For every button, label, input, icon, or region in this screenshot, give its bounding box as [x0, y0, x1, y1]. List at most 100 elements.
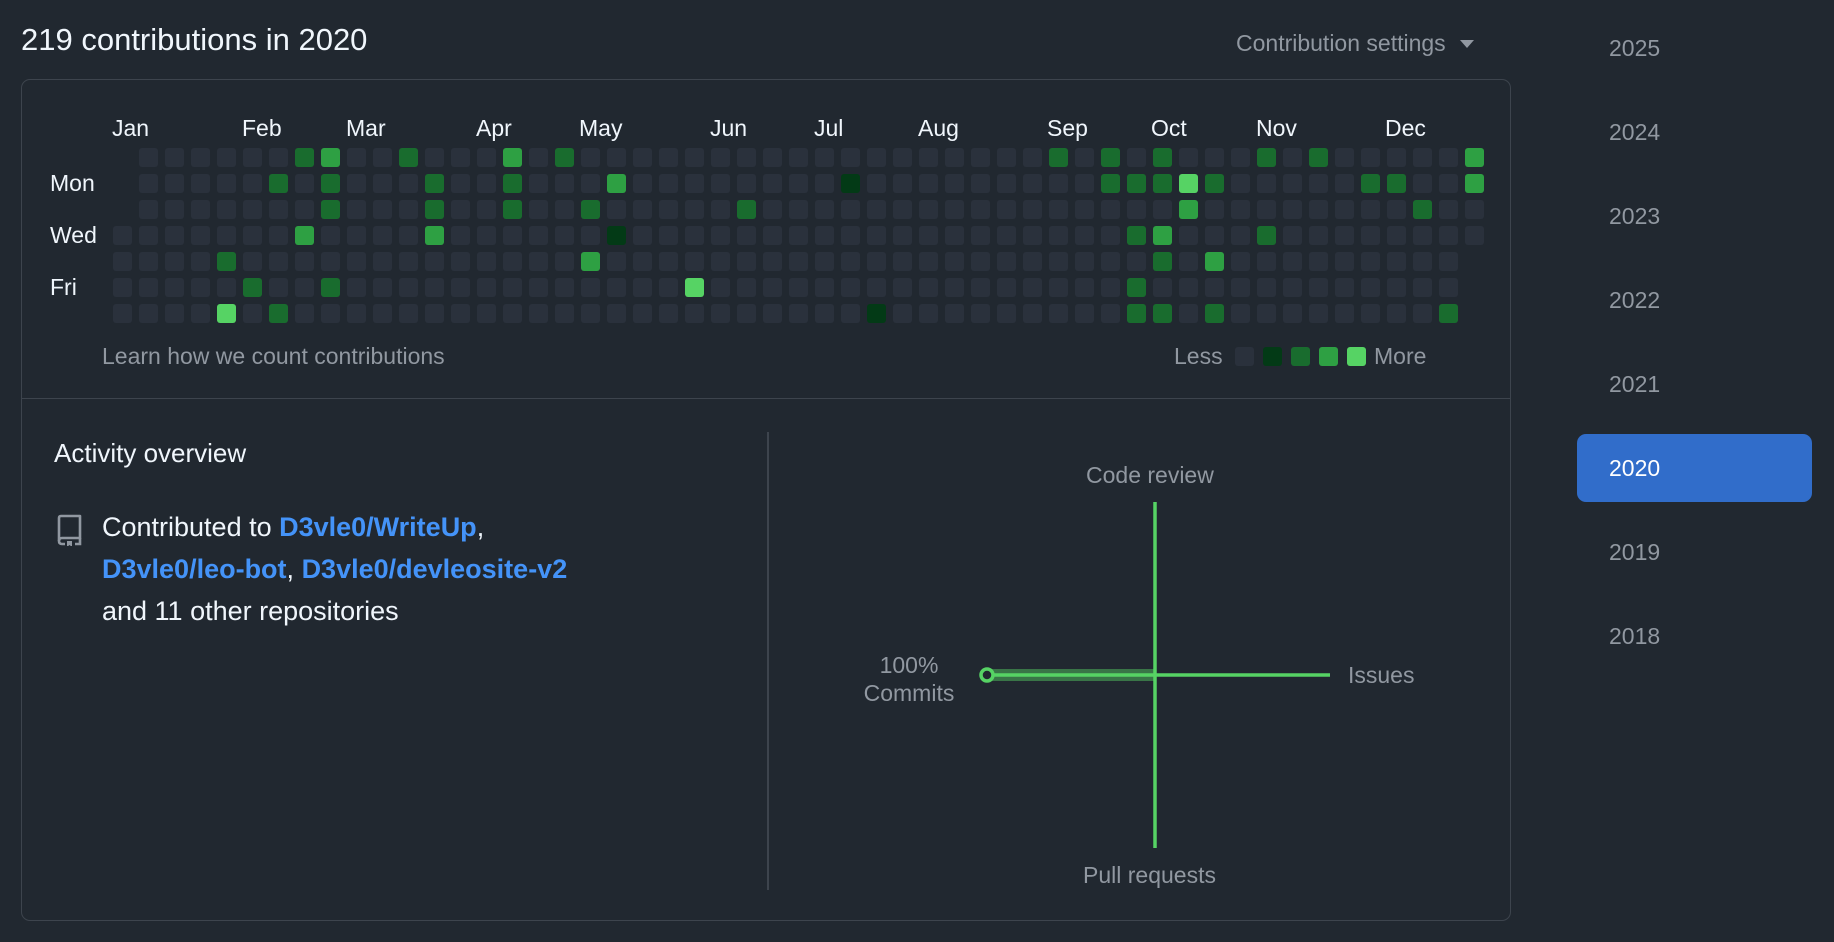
contribution-day-cell[interactable]: [555, 148, 574, 167]
contribution-day-cell[interactable]: [373, 252, 392, 271]
contribution-day-cell[interactable]: [269, 226, 288, 245]
contribution-day-cell[interactable]: [1075, 148, 1094, 167]
contribution-day-cell[interactable]: [347, 304, 366, 323]
contribution-day-cell[interactable]: [1335, 252, 1354, 271]
contribution-day-cell[interactable]: [243, 148, 262, 167]
contribution-day-cell[interactable]: [607, 226, 626, 245]
contribution-day-cell[interactable]: [1075, 252, 1094, 271]
year-button-2022[interactable]: 2022: [1609, 287, 1661, 313]
contribution-day-cell[interactable]: [945, 174, 964, 193]
contribution-day-cell[interactable]: [607, 174, 626, 193]
contribution-day-cell[interactable]: [373, 174, 392, 193]
contribution-day-cell[interactable]: [1153, 278, 1172, 297]
contribution-day-cell[interactable]: [503, 200, 522, 219]
year-button-2019[interactable]: 2019: [1609, 539, 1661, 565]
contribution-day-cell[interactable]: [243, 226, 262, 245]
contribution-day-cell[interactable]: [373, 278, 392, 297]
contribution-day-cell[interactable]: [971, 226, 990, 245]
contribution-day-cell[interactable]: [217, 226, 236, 245]
contribution-day-cell[interactable]: [841, 148, 860, 167]
contribution-day-cell[interactable]: [425, 174, 444, 193]
contribution-day-cell[interactable]: [711, 200, 730, 219]
contribution-day-cell[interactable]: [1413, 200, 1432, 219]
contribution-day-cell[interactable]: [971, 304, 990, 323]
contribution-day-cell[interactable]: [1075, 200, 1094, 219]
contribution-day-cell[interactable]: [321, 148, 340, 167]
contribution-day-cell[interactable]: [165, 200, 184, 219]
contribution-day-cell[interactable]: [347, 148, 366, 167]
year-button-2021[interactable]: 2021: [1609, 371, 1661, 397]
contribution-day-cell[interactable]: [1309, 174, 1328, 193]
contribution-day-cell[interactable]: [1075, 226, 1094, 245]
contribution-day-cell[interactable]: [399, 252, 418, 271]
contribution-day-cell[interactable]: [295, 304, 314, 323]
contribution-day-cell[interactable]: [919, 252, 938, 271]
contribution-day-cell[interactable]: [451, 148, 470, 167]
contribution-day-cell[interactable]: [607, 252, 626, 271]
contribution-day-cell[interactable]: [1413, 252, 1432, 271]
contribution-day-cell[interactable]: [477, 148, 496, 167]
contribution-day-cell[interactable]: [529, 174, 548, 193]
contribution-day-cell[interactable]: [1101, 252, 1120, 271]
contribution-day-cell[interactable]: [893, 252, 912, 271]
contribution-day-cell[interactable]: [1179, 148, 1198, 167]
contribution-day-cell[interactable]: [815, 304, 834, 323]
contribution-day-cell[interactable]: [425, 200, 444, 219]
contribution-day-cell[interactable]: [321, 278, 340, 297]
contribution-day-cell[interactable]: [477, 304, 496, 323]
contribution-day-cell[interactable]: [711, 174, 730, 193]
contribution-day-cell[interactable]: [139, 252, 158, 271]
contribution-day-cell[interactable]: [451, 200, 470, 219]
contribution-day-cell[interactable]: [399, 278, 418, 297]
contribution-day-cell[interactable]: [217, 278, 236, 297]
contribution-day-cell[interactable]: [1127, 226, 1146, 245]
contribution-day-cell[interactable]: [607, 304, 626, 323]
contribution-day-cell[interactable]: [1231, 200, 1250, 219]
contribution-day-cell[interactable]: [113, 278, 132, 297]
contribution-day-cell[interactable]: [269, 304, 288, 323]
contribution-day-cell[interactable]: [1179, 200, 1198, 219]
contribution-day-cell[interactable]: [425, 278, 444, 297]
contribution-day-cell[interactable]: [945, 148, 964, 167]
contribution-day-cell[interactable]: [581, 174, 600, 193]
contribution-day-cell[interactable]: [1387, 304, 1406, 323]
contribution-day-cell[interactable]: [1335, 226, 1354, 245]
contribution-day-cell[interactable]: [1075, 278, 1094, 297]
contribution-day-cell[interactable]: [373, 200, 392, 219]
contribution-day-cell[interactable]: [451, 278, 470, 297]
contribution-day-cell[interactable]: [581, 252, 600, 271]
learn-contributions-link[interactable]: Learn how we count contributions: [102, 343, 445, 369]
contribution-day-cell[interactable]: [1439, 304, 1458, 323]
contribution-day-cell[interactable]: [1387, 200, 1406, 219]
contribution-day-cell[interactable]: [1153, 148, 1172, 167]
contribution-day-cell[interactable]: [659, 200, 678, 219]
contribution-day-cell[interactable]: [1283, 304, 1302, 323]
contribution-day-cell[interactable]: [503, 252, 522, 271]
contribution-day-cell[interactable]: [971, 252, 990, 271]
contribution-day-cell[interactable]: [945, 278, 964, 297]
contribution-day-cell[interactable]: [633, 148, 652, 167]
contribution-day-cell[interactable]: [1309, 200, 1328, 219]
contribution-day-cell[interactable]: [321, 226, 340, 245]
contribution-day-cell[interactable]: [815, 174, 834, 193]
contribution-day-cell[interactable]: [659, 226, 678, 245]
contribution-day-cell[interactable]: [1205, 200, 1224, 219]
contribution-day-cell[interactable]: [321, 304, 340, 323]
contribution-day-cell[interactable]: [1465, 174, 1484, 193]
contribution-day-cell[interactable]: [841, 252, 860, 271]
contribution-day-cell[interactable]: [1179, 252, 1198, 271]
contribution-day-cell[interactable]: [399, 174, 418, 193]
contribution-day-cell[interactable]: [737, 174, 756, 193]
contribution-day-cell[interactable]: [581, 148, 600, 167]
contribution-day-cell[interactable]: [867, 174, 886, 193]
contribution-day-cell[interactable]: [1283, 226, 1302, 245]
contribution-day-cell[interactable]: [919, 304, 938, 323]
contribution-day-cell[interactable]: [815, 148, 834, 167]
contribution-day-cell[interactable]: [763, 304, 782, 323]
contribution-day-cell[interactable]: [1023, 226, 1042, 245]
contribution-day-cell[interactable]: [1153, 226, 1172, 245]
contribution-day-cell[interactable]: [1309, 148, 1328, 167]
contribution-day-cell[interactable]: [217, 148, 236, 167]
contribution-day-cell[interactable]: [243, 278, 262, 297]
contribution-day-cell[interactable]: [165, 304, 184, 323]
